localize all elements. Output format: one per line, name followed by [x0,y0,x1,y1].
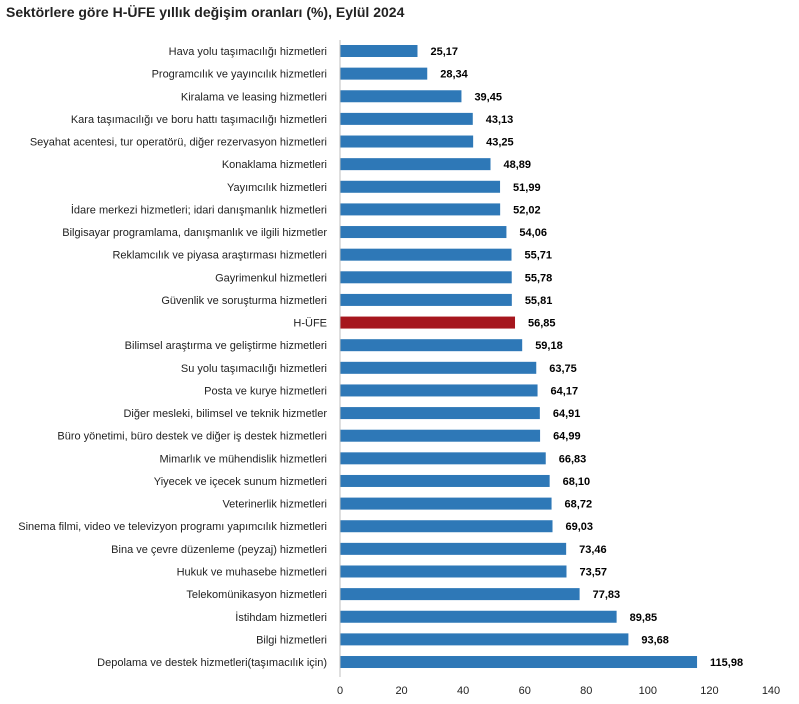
category-label: İstihdam hizmetleri [235,611,327,624]
bar [340,429,541,442]
category-label: Bina ve çevre düzenleme (peyzaj) hizmetl… [111,544,327,556]
bars [340,45,698,669]
category-label: H-ÜFE [293,318,327,330]
category-label: Depolama ve destek hizmetleri(taşımacılı… [97,657,327,669]
value-label: 68,10 [563,476,591,488]
category-label: Kiralama ve leasing hizmetleri [181,91,327,103]
bar [340,203,501,216]
bar [340,271,512,284]
chart-title: Sektörlere göre H-ÜFE yıllık değişim ora… [6,4,405,20]
value-label: 68,72 [565,499,593,511]
category-label: Kara taşımacılığı ve boru hattı taşımacı… [71,114,327,126]
bar [340,135,474,148]
x-tick-label: 100 [639,685,657,697]
category-label: Yiyecek ve içecek sunum hizmetleri [154,476,327,488]
x-tick-label: 80 [580,685,592,697]
category-label: Reklamcılık ve piyasa araştırması hizmet… [112,250,327,262]
category-label: Bilgi hizmetleri [256,634,327,646]
value-label: 73,57 [579,566,607,578]
x-tick-label: 140 [762,685,780,697]
category-label: Güvenlik ve soruşturma hizmetleri [161,295,327,307]
bar [340,248,512,261]
bar [340,610,617,623]
value-label: 64,17 [551,385,579,397]
bar [340,112,473,125]
value-label: 69,03 [566,521,594,533]
bar [340,67,428,80]
value-label: 64,99 [553,431,581,443]
bar [340,407,540,420]
value-label: 51,99 [513,182,541,194]
value-label: 54,06 [519,227,547,239]
value-label: 73,46 [579,544,607,556]
x-tick-label: 60 [519,685,531,697]
bar [340,633,629,646]
value-label: 115,98 [710,657,743,669]
value-label: 64,91 [553,408,581,420]
bar [340,452,546,465]
category-label: Programcılık ve yayıncılık hizmetleri [152,69,327,81]
bar [340,180,501,193]
category-label: Mimarlık ve mühendislik hizmetleri [160,453,328,465]
x-axis: 0 20 40 60 80 100 120 140 [337,40,780,697]
bar-highlight [340,316,516,329]
value-label: 39,45 [474,91,502,103]
category-labels: Hava yolu taşımacılığı hizmetleri Program… [18,46,327,669]
category-label: Seyahat acentesi, tur operatörü, diğer r… [30,137,327,149]
bar [340,339,523,352]
value-label: 93,68 [641,634,669,646]
value-label: 43,13 [486,114,514,126]
value-label: 66,83 [559,453,587,465]
value-label: 52,02 [513,204,541,216]
category-label: Telekomünikasyon hizmetleri [186,589,327,601]
bar [340,474,550,487]
x-tick-label: 20 [395,685,407,697]
category-label: Diğer mesleki, bilimsel ve teknik hizmet… [123,408,327,420]
category-label: Bilgisayar programlama, danışmanlık ve i… [62,227,327,239]
category-label: Sinema filmi, video ve televizyon progra… [18,521,327,533]
category-label: Posta ve kurye hizmetleri [204,385,327,397]
category-label: Gayrimenkul hizmetleri [215,272,327,284]
bar [340,588,580,601]
bar [340,542,567,555]
bar [340,90,462,103]
value-label: 77,83 [593,589,621,601]
category-label: Yayımcılık hizmetleri [227,182,327,194]
bar [340,158,491,171]
category-label: Konaklama hizmetleri [222,159,327,171]
value-label: 63,75 [549,363,577,375]
value-label: 89,85 [630,612,658,624]
value-label: 59,18 [535,340,563,352]
bar [340,565,567,578]
value-label: 55,78 [525,272,553,284]
x-tick-label: 40 [457,685,469,697]
bar [340,361,537,374]
x-tick-label: 120 [700,685,718,697]
bar [340,226,507,239]
value-label: 43,25 [486,137,514,149]
category-label: Veterinerlik hizmetleri [222,499,327,511]
bar [340,497,552,510]
bar [340,656,698,669]
bar [340,384,538,397]
value-label: 56,85 [528,318,556,330]
bar [340,520,553,533]
value-label: 48,89 [504,159,532,171]
category-label: Hukuk ve muhasebe hizmetleri [177,566,327,578]
category-label: Bilimsel araştırma ve geliştirme hizmetl… [125,340,327,352]
bar [340,293,512,306]
category-label: Su yolu taşımacılığı hizmetleri [181,363,327,375]
category-label: İdare merkezi hizmetleri; idari danışman… [71,203,327,216]
category-label: Hava yolu taşımacılığı hizmetleri [169,46,327,58]
category-label: Büro yönetimi, büro destek ve diğer iş d… [57,431,327,443]
value-label: 55,71 [525,250,553,262]
value-label: 28,34 [440,69,468,81]
value-labels: 25,17 28,34 39,45 43,13 43,25 48,89 51,99 52,02… [430,46,743,669]
value-label: 55,81 [525,295,553,307]
value-label: 25,17 [430,46,458,58]
bar [340,45,418,57]
x-tick-label: 0 [337,685,343,697]
